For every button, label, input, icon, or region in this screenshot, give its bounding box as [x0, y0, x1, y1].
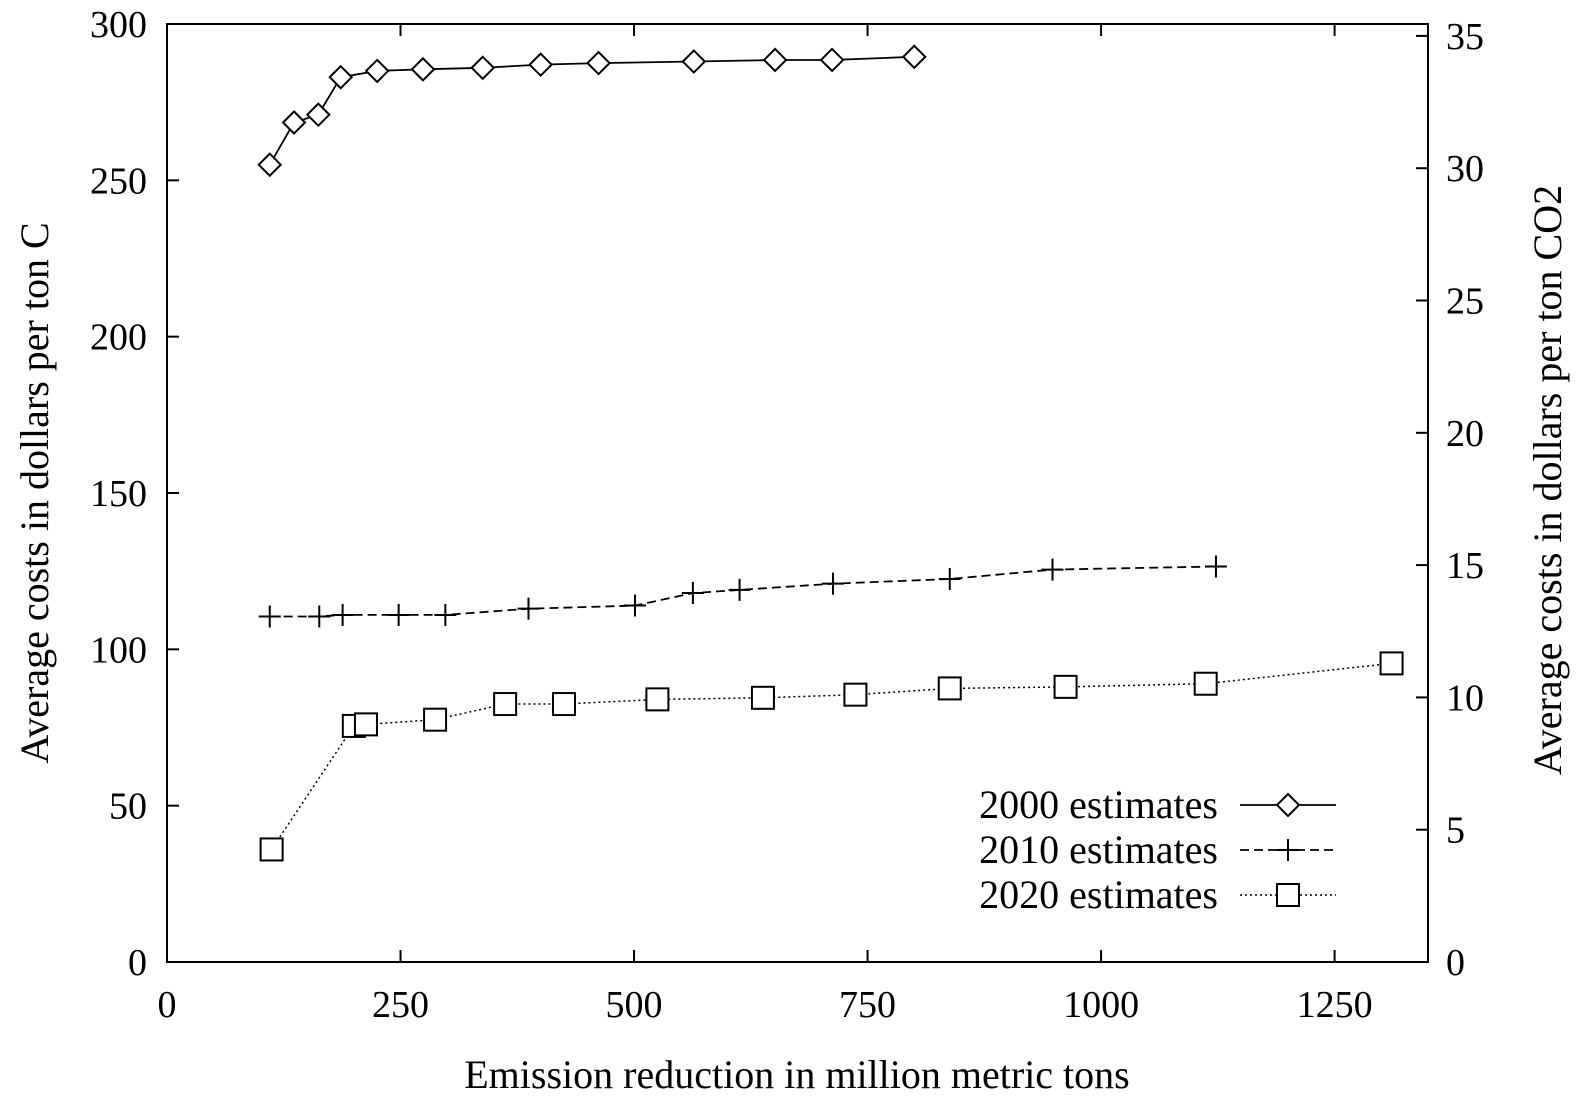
data-point	[728, 578, 751, 601]
x-tick-label: 500	[606, 984, 663, 1026]
data-point	[901, 44, 927, 70]
data-point	[1041, 558, 1064, 581]
x-tick-label: 0	[158, 984, 177, 1026]
data-point	[281, 110, 307, 135]
y2-tick-label: 15	[1446, 545, 1484, 587]
data-point	[259, 837, 284, 862]
series-line	[268, 55, 915, 166]
x-tick-label: 750	[839, 984, 896, 1026]
x-tick-label: 250	[372, 984, 429, 1026]
data-point	[1276, 883, 1300, 907]
data-point	[528, 52, 554, 78]
legend-label: 2010 estimates	[979, 827, 1218, 872]
x-axis-title: Emission reduction in million metric ton…	[464, 1052, 1130, 1097]
y-tick-label: 50	[109, 786, 147, 828]
data-point	[750, 685, 775, 710]
y2-axis-title: Average costs in dollars per ton CO2	[1525, 185, 1570, 775]
series-line	[269, 565, 1217, 618]
data-point	[762, 47, 788, 73]
data-point	[410, 56, 436, 82]
y2-tick-label: 0	[1446, 942, 1465, 984]
y-axis-title: Average costs in dollars per ton C	[12, 222, 57, 763]
data-point	[681, 49, 707, 74]
y2-tick-label: 20	[1446, 413, 1484, 455]
y-tick-label: 250	[90, 160, 147, 202]
data-point	[1193, 671, 1218, 696]
data-point	[1053, 674, 1078, 699]
data-point	[937, 676, 962, 701]
y-tick-label: 150	[90, 473, 147, 515]
x-tick-label: 1000	[1063, 984, 1139, 1026]
legend-label: 2020 estimates	[979, 872, 1218, 917]
data-point	[257, 152, 283, 178]
data-point	[364, 58, 390, 84]
data-point	[305, 102, 331, 128]
y2-tick-label: 25	[1446, 281, 1484, 323]
y2-tick-label: 5	[1446, 810, 1465, 852]
data-point	[308, 605, 331, 628]
legend-label: 2000 estimates	[979, 782, 1218, 827]
data-point	[387, 603, 410, 626]
data-point	[353, 712, 378, 737]
data-point	[586, 50, 611, 76]
y-tick-label: 0	[128, 942, 147, 984]
y2-tick-label: 35	[1446, 16, 1484, 58]
data-point	[1277, 839, 1299, 861]
data-point	[258, 605, 281, 628]
data-point	[434, 603, 457, 626]
data-point	[1204, 555, 1227, 578]
data-point	[938, 567, 961, 590]
data-point	[623, 594, 646, 617]
data-point	[1379, 651, 1404, 676]
axis-ticks: 0 250 500 750 1000 1250 0 50 100 150 200 250 300 0 5 10…	[90, 4, 1484, 1026]
data-point	[517, 597, 540, 620]
data-point	[645, 687, 670, 712]
data-point	[328, 64, 354, 90]
series-markers	[257, 44, 1404, 862]
data-point	[423, 707, 448, 732]
y-tick-label: 200	[90, 317, 147, 359]
data-point	[470, 55, 496, 81]
y-tick-label: 300	[90, 4, 147, 46]
data-point	[493, 692, 518, 717]
data-point	[331, 603, 354, 626]
data-point	[1275, 792, 1301, 818]
y2-tick-label: 30	[1446, 148, 1484, 190]
data-point	[819, 47, 845, 73]
data-point	[821, 572, 844, 595]
x-tick-label: 1250	[1297, 984, 1373, 1026]
plot-frame	[166, 23, 1429, 963]
data-point	[551, 692, 576, 717]
y-tick-label: 100	[90, 629, 147, 671]
series-line	[270, 662, 1392, 850]
data-point	[681, 582, 704, 605]
y2-tick-label: 10	[1446, 677, 1484, 719]
data-point	[843, 682, 868, 707]
